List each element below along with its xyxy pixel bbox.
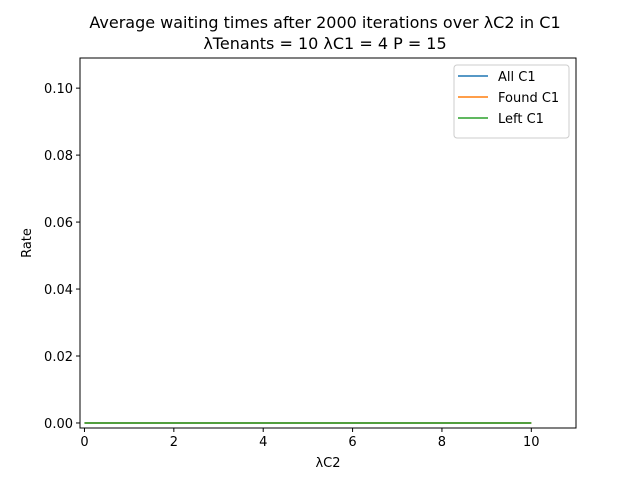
x-tick-label: 8: [438, 435, 446, 450]
chart-title: Average waiting times after 2000 iterati…: [89, 13, 560, 32]
legend: All C1 Found C1 Left C1: [453, 64, 570, 139]
x-tick-label: 0: [80, 435, 88, 450]
y-tick-label: 0.10: [44, 82, 73, 97]
y-axis-label: Rate: [20, 228, 35, 258]
y-axis-ticks: 0.00 0.02 0.04 0.06 0.08 0.10: [44, 82, 80, 432]
legend-label: Left C1: [498, 112, 544, 127]
y-tick-label: 0.02: [44, 350, 73, 365]
x-tick-label: 4: [259, 435, 267, 450]
x-axis-label: λC2: [315, 456, 340, 471]
y-tick-label: 0.00: [44, 417, 73, 432]
legend-box: [453, 64, 570, 139]
x-tick-label: 2: [170, 435, 178, 450]
y-tick-label: 0.08: [44, 149, 73, 164]
legend-label: Found C1: [498, 91, 559, 106]
y-tick-label: 0.04: [44, 283, 73, 298]
chart-subtitle: λTenants = 10 λC1 = 4 P = 15: [203, 34, 446, 53]
y-tick-label: 0.06: [44, 216, 73, 231]
x-axis-ticks: 0 2 4 6 8 10: [80, 428, 540, 450]
x-tick-label: 10: [523, 435, 540, 450]
legend-label: All C1: [498, 70, 536, 85]
x-tick-label: 6: [348, 435, 356, 450]
plot-frame: [79, 57, 577, 429]
